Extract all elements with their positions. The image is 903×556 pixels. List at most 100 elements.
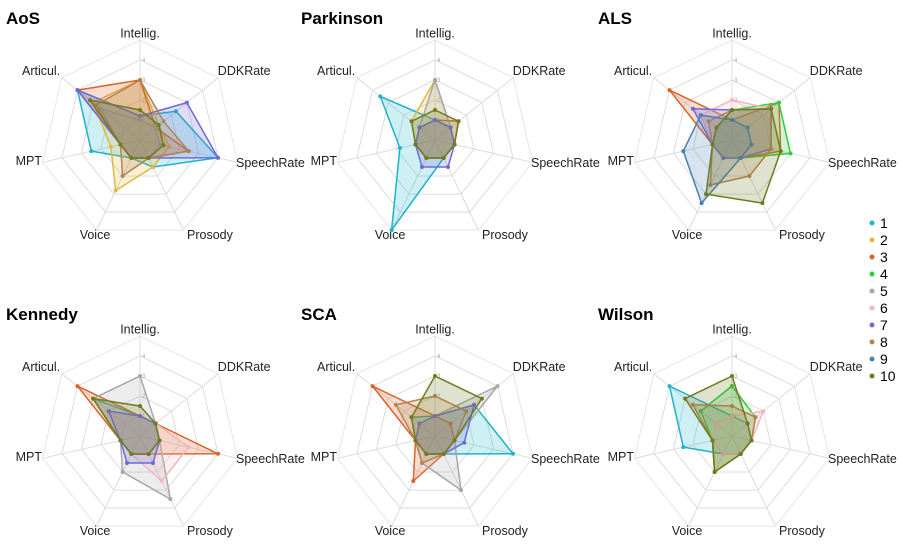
panel-title-kennedy: Kennedy: [6, 305, 78, 324]
data-point-parkinson-10-prosody: [441, 156, 446, 160]
axis-label-speechrate: SpeechRate: [531, 452, 600, 466]
legend-marker-10: [869, 373, 875, 379]
data-point-als-4-ddkrate: [776, 100, 781, 105]
axis-label-intellig: Intellig.: [712, 323, 752, 337]
data-point-als-9-ddkrate: [745, 125, 750, 130]
data-point-kennedy-10-articul: [91, 396, 96, 401]
data-point-kennedy-6-speechrate: [186, 445, 191, 450]
data-point-kennedy-7-voice: [125, 461, 129, 465]
axis-spoke-speechrate: [434, 139, 533, 163]
data-point-als-6-intellig: [730, 98, 734, 102]
data-point-sca-8-voice: [420, 461, 424, 465]
series-area-sca-10: [410, 375, 483, 455]
data-point-sca-10-articul: [409, 415, 414, 420]
axis-label-speechrate: SpeechRate: [828, 452, 897, 466]
data-point-wilson-6-intellig: [730, 414, 734, 418]
tick-label-3: 3: [734, 78, 738, 84]
axis-label-ddkrate: DDKRate: [513, 360, 566, 374]
series-area-aos-8: [95, 79, 190, 177]
legend-marker-9: [869, 356, 875, 362]
data-point-sca-8-ddkrate: [464, 409, 469, 414]
data-point-als-8-prosody: [747, 174, 752, 178]
axis-spoke-mpt: [42, 435, 141, 459]
data-point-parkinson-1-articul: [378, 94, 383, 99]
data-point-wilson-10-mpt: [710, 438, 715, 443]
tick-label-3: 3: [734, 374, 738, 380]
data-point-wilson-10-prosody: [738, 452, 743, 456]
grid-ring-3: [375, 375, 495, 491]
grid-ring-3: [80, 375, 200, 491]
data-point-kennedy-7-articul: [106, 409, 111, 414]
legend-label-8: 8: [880, 334, 888, 350]
axis-label-intellig: Intellig.: [415, 27, 455, 41]
tick-label-1: 1: [437, 414, 441, 420]
axis-spoke-prosody: [434, 435, 479, 527]
data-point-parkinson-10-mpt: [413, 142, 418, 147]
grid-ring-4: [653, 355, 811, 509]
axis-label-speechrate: SpeechRate: [236, 156, 305, 170]
series-area-wilson-10: [684, 375, 753, 473]
data-point-aos-8-intellig: [138, 78, 142, 82]
data-point-sca-10-prosody: [441, 452, 446, 456]
tick-label-4: 4: [437, 58, 441, 64]
data-point-aos-5-ddkrate: [153, 125, 158, 130]
axis-label-ddkrate: DDKRate: [513, 64, 566, 78]
grid-ring-outer: [336, 335, 534, 527]
grid-ring-outer: [336, 39, 534, 231]
data-point-wilson-10-intellig: [730, 374, 734, 378]
radar-panels: AoS Intellig. DDKRate SpeechRate Prosody Voic…: [6, 9, 897, 538]
axis-label-voice: Voice: [80, 524, 111, 538]
data-point-als-9-prosody: [738, 156, 743, 160]
data-point-als-10-mpt: [710, 142, 715, 147]
legend-label-6: 6: [880, 300, 888, 316]
grid-ring-4: [356, 355, 514, 509]
legend-marker-6: [869, 305, 875, 311]
tick-label-4: 4: [437, 354, 441, 360]
legend-marker-7: [869, 322, 875, 328]
data-point-sca-10-intellig: [433, 374, 437, 378]
axis-label-speechrate: SpeechRate: [531, 156, 600, 170]
axis-label-speechrate: SpeechRate: [828, 156, 897, 170]
data-point-wilson-10-ddkrate: [745, 421, 750, 426]
panel-title-sca: SCA: [301, 305, 337, 324]
legend-label-1: 1: [880, 215, 888, 231]
legend-label-2: 2: [880, 232, 888, 248]
legend-marker-5: [869, 288, 875, 294]
axis-label-intellig: Intellig.: [712, 27, 752, 41]
tick-label-2: 2: [734, 394, 738, 400]
panel-title-wilson: Wilson: [598, 305, 654, 324]
series-area-parkinson-7: [414, 119, 456, 168]
tick-label-3: 3: [437, 78, 441, 84]
legend-item-2: 2: [869, 232, 888, 248]
grid-ring-outer: [41, 39, 239, 231]
axis-label-ddkrate: DDKRate: [218, 64, 271, 78]
data-point-wilson-10-articul: [683, 396, 688, 401]
data-point-aos-8-articul: [94, 103, 99, 108]
data-point-aos-7-articul: [75, 88, 80, 93]
axis-label-ddkrate: DDKRate: [810, 64, 863, 78]
panel-title-parkinson: Parkinson: [301, 9, 383, 28]
axis-label-voice: Voice: [672, 228, 703, 242]
data-point-aos-2-prosody: [151, 165, 155, 169]
data-point-wilson-6-ddkrate: [761, 409, 766, 414]
data-point-sca-7-speechrate: [462, 440, 467, 445]
data-point-kennedy-7-prosody: [151, 461, 155, 465]
legend-item-5: 5: [869, 283, 888, 299]
data-point-wilson-8-articul: [690, 402, 695, 407]
axis-spoke-prosody: [139, 139, 184, 231]
data-point-als-7-voice: [721, 156, 726, 160]
data-point-sca-3-voice: [411, 479, 416, 483]
axis-spoke-speechrate: [434, 435, 533, 459]
axis-label-prosody: Prosody: [187, 228, 234, 242]
axis-spoke-prosody: [434, 139, 479, 231]
data-point-parkinson-7-intellig: [433, 118, 437, 122]
tick-label-2: 2: [142, 98, 146, 104]
series-area-als-8: [707, 108, 772, 186]
tick-label-4: 4: [142, 58, 146, 64]
data-point-kennedy-10-voice: [129, 452, 134, 456]
tick-label-4: 4: [142, 354, 146, 360]
tick-label-1: 1: [142, 414, 146, 420]
axis-label-mpt: MPT: [608, 450, 635, 464]
radar-panel-parkinson: Parkinson Intellig. DDKRate SpeechRate Proso…: [301, 9, 600, 242]
